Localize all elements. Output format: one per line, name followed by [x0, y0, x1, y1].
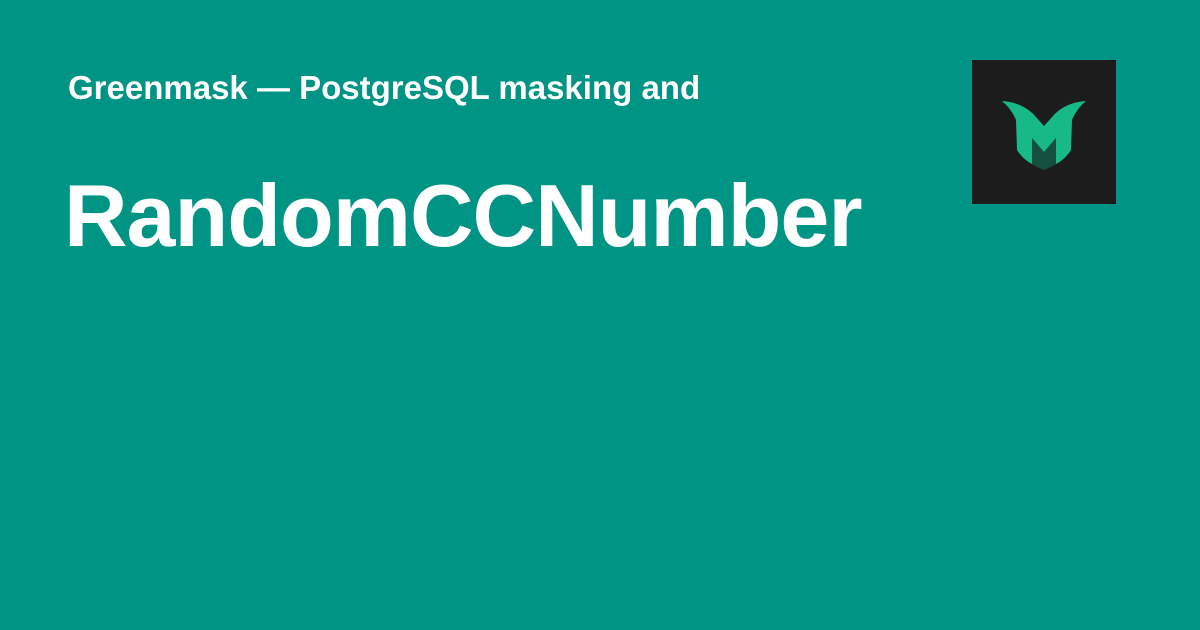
site-title: Greenmask — PostgreSQL masking and	[68, 69, 701, 106]
greenmask-logo	[972, 60, 1116, 204]
page-title: RandomCCNumber	[64, 166, 863, 265]
greenmask-logo-icon	[1002, 101, 1086, 170]
